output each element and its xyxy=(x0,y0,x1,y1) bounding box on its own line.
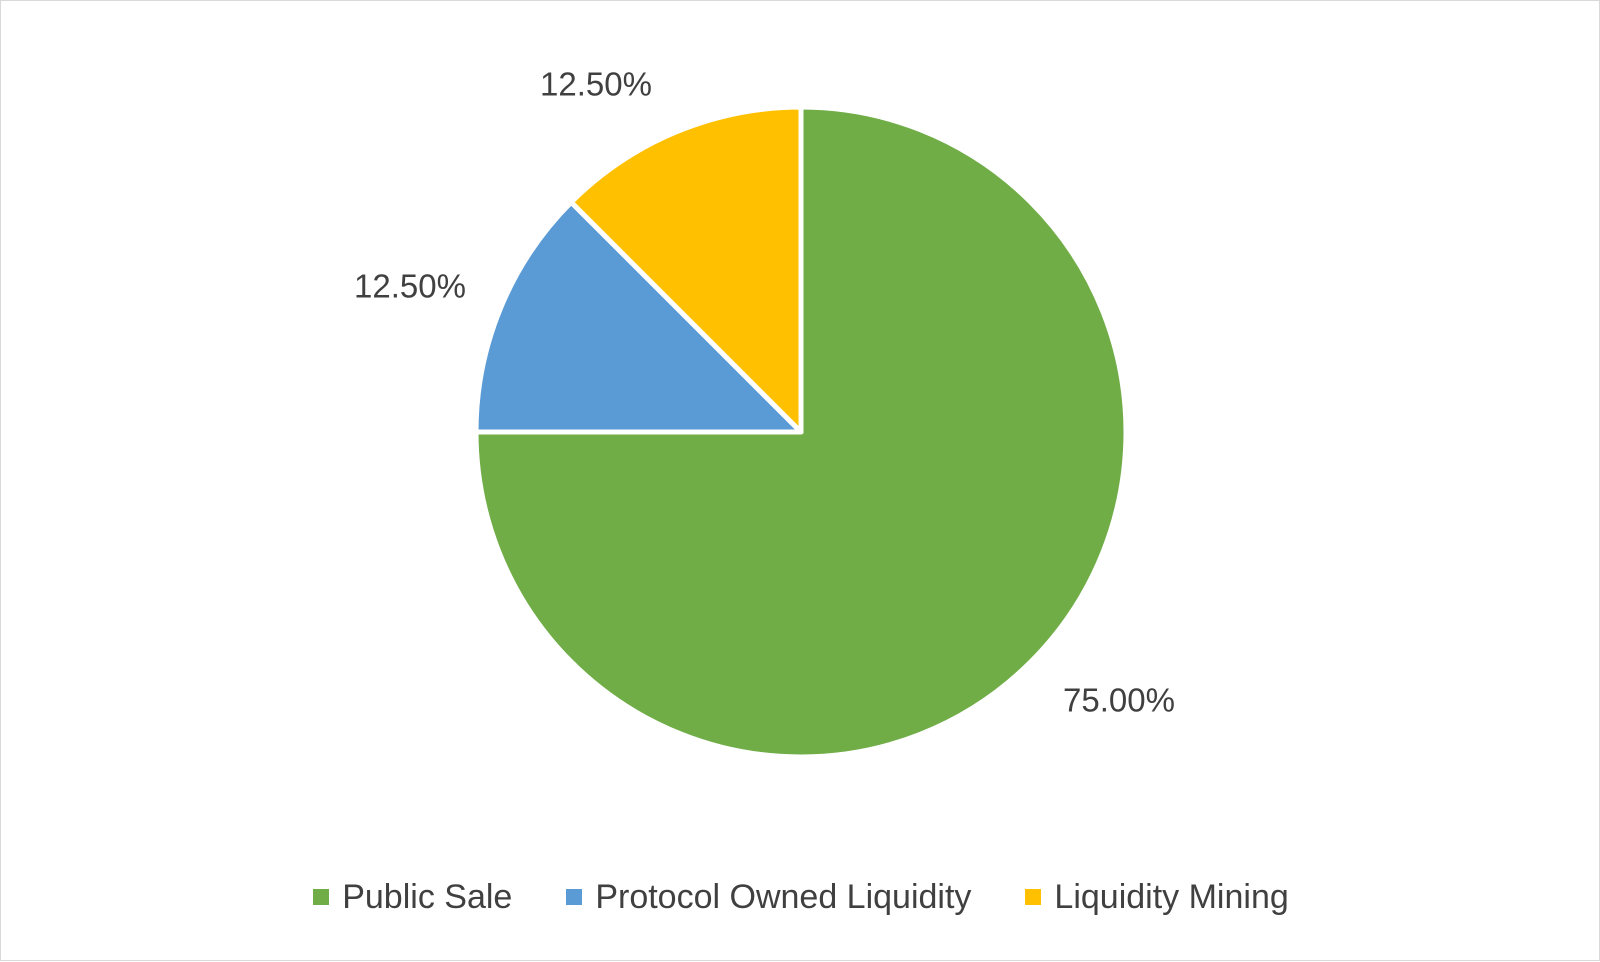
data-label-liquidity-mining: 12.50% xyxy=(540,66,652,103)
legend-swatch xyxy=(313,889,330,905)
legend-label: Protocol Owned Liquidity xyxy=(595,877,972,916)
pie-slice-liquidity-mining xyxy=(568,104,804,435)
legend-label: Public Sale xyxy=(342,877,513,916)
legend: Public Sale Protocol Owned Liquidity Liqui… xyxy=(1,869,1600,925)
legend-label: Liquidity Mining xyxy=(1054,877,1289,916)
legend-swatch xyxy=(1025,889,1042,905)
legend-item-public-sale: Public Sale xyxy=(313,878,512,917)
legend-swatch xyxy=(566,889,583,905)
legend-item-protocol-owned-liquidity: Protocol Owned Liquidity xyxy=(566,878,971,917)
data-label-public-sale: 75.00% xyxy=(1063,682,1175,719)
pie-slice-protocol-owned-liquidity xyxy=(473,199,804,435)
data-label-protocol-owned-liquidity: 12.50% xyxy=(354,268,466,305)
legend-item-liquidity-mining: Liquidity Mining xyxy=(1025,877,1289,917)
